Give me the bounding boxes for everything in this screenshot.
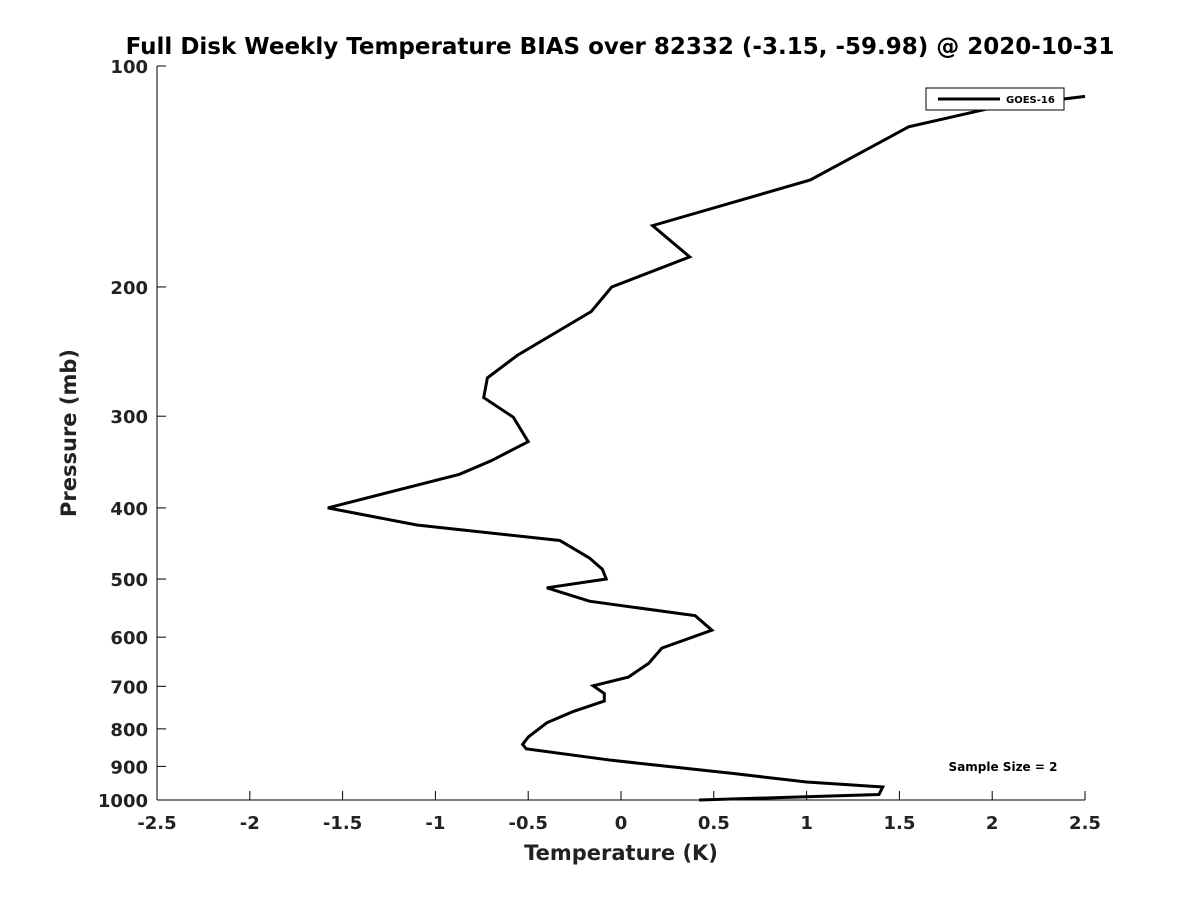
- x-tick-label: 0: [615, 813, 628, 834]
- y-axis-label: Pressure (mb): [57, 349, 81, 517]
- y-tick-label: 600: [110, 628, 148, 649]
- x-tick-label: 0.5: [698, 813, 730, 834]
- axes: [156, 66, 1085, 801]
- x-tick-label: -0.5: [509, 813, 548, 834]
- x-tick-label: -1: [425, 813, 445, 834]
- x-tick-label: -2: [240, 813, 260, 834]
- y-tick-label: 800: [110, 720, 148, 741]
- y-tick-label: 100: [110, 57, 148, 78]
- y-tick-label: 200: [110, 278, 148, 299]
- legend-label-goes-16: GOES-16: [1006, 95, 1055, 106]
- y-axis-ticks: 100 200 300 400 500 600 700 800 900 1000: [98, 57, 166, 812]
- x-tick-label: -1.5: [323, 813, 362, 834]
- x-axis-ticks: -2.5 -2 -1.5 -1 -0.5 0 0.5 1 1.5 2 2.5: [137, 791, 1101, 834]
- y-tick-label: 1000: [98, 791, 148, 812]
- x-tick-label: -2.5: [137, 813, 176, 834]
- y-tick-label: 400: [110, 499, 148, 520]
- x-tick-label: 2: [986, 813, 999, 834]
- y-tick-label: 700: [110, 677, 148, 698]
- y-tick-label: 300: [110, 407, 148, 428]
- legend: GOES-16: [925, 87, 1065, 111]
- y-tick-label: 900: [110, 757, 148, 778]
- x-tick-label: 1: [800, 813, 813, 834]
- x-tick-label: 2.5: [1069, 813, 1101, 834]
- y-tick-label: 500: [110, 570, 148, 591]
- x-axis-label: Temperature (K): [524, 841, 718, 865]
- series-layer: [327, 94, 1086, 802]
- sample-size-annotation: Sample Size = 2: [949, 760, 1058, 774]
- chart-title: Full Disk Weekly Temperature BIAS over 8…: [126, 34, 1115, 60]
- x-tick-label: 1.5: [883, 813, 915, 834]
- series-line-goes-16: [327, 94, 1086, 802]
